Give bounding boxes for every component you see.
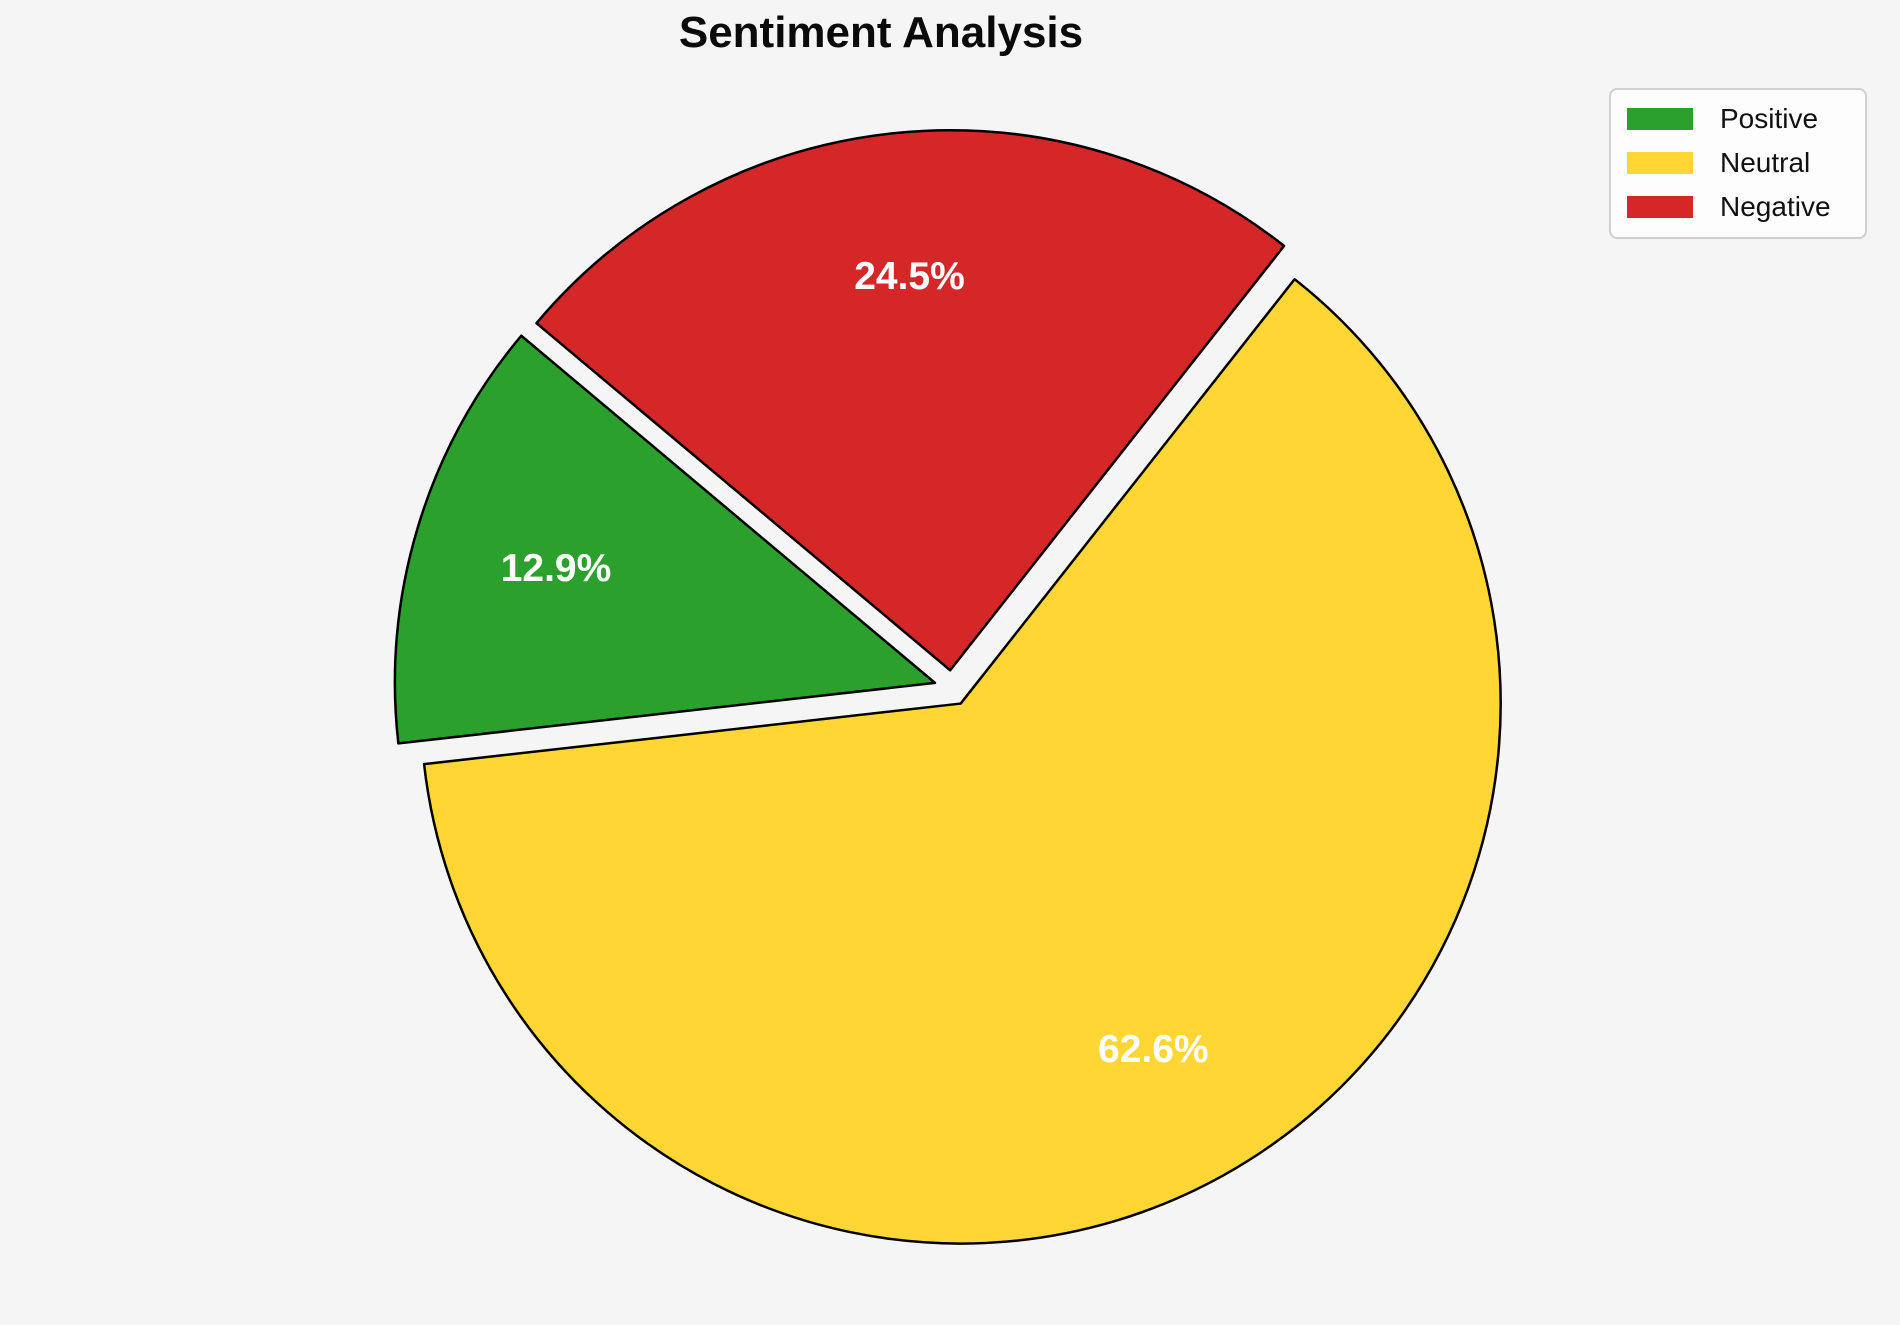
pie-slice-negative	[535, 129, 1286, 672]
legend: Positive Neutral Negative	[1609, 88, 1867, 239]
pie-slice-label-negative: 24.5%	[854, 255, 965, 298]
legend-label-positive: Positive	[1720, 103, 1819, 134]
legend-swatch-negative-icon	[1627, 196, 1693, 219]
legend-label-negative: Negative	[1720, 191, 1831, 223]
legend-swatch-positive-icon	[1627, 108, 1693, 131]
legend-label-neutral: Neutral	[1720, 147, 1811, 179]
chart-title: Sentiment Analysis	[678, 8, 1084, 57]
legend-swatch-neutral-icon	[1627, 152, 1693, 175]
legend-item-negative: Negative	[1627, 191, 1849, 223]
pie-slice-label-positive: 12.9%	[501, 547, 612, 590]
legend-item-positive: Positive	[1627, 103, 1849, 135]
pie-slice-neutral	[422, 277, 1502, 1245]
pie-slice-positive	[393, 334, 937, 745]
legend-item-neutral: Neutral	[1627, 147, 1849, 179]
pie-slice-label-neutral: 62.6%	[1098, 1028, 1209, 1071]
